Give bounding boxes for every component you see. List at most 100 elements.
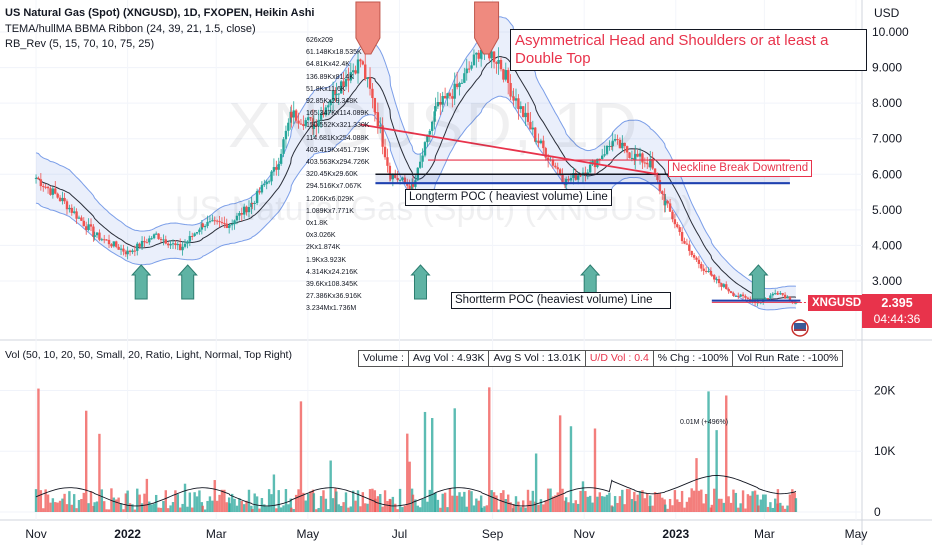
- volume-bar: [272, 474, 276, 512]
- headline-annotation[interactable]: Asymmetrical Head and Shoulders or at le…: [510, 29, 867, 71]
- volume-bar: [788, 494, 792, 512]
- candle-body: [65, 201, 69, 210]
- volume-bar: [223, 489, 226, 512]
- volume-bar: [793, 492, 796, 512]
- volume-bar: [87, 503, 90, 512]
- candle-body: [126, 250, 129, 255]
- volume-bar: [734, 492, 738, 512]
- volume-profile-label: 39.6Kx108.345K: [306, 281, 358, 288]
- candle-body: [671, 211, 674, 220]
- indicator-rbrev-label[interactable]: RB_Rev (5, 15, 70, 10, 75, 25): [5, 38, 155, 50]
- volume-bar: [492, 492, 496, 512]
- volume-profile-label: 626x209: [306, 37, 333, 44]
- candle-body: [267, 181, 271, 183]
- candle-body: [542, 140, 545, 149]
- volume-bar: [233, 498, 236, 512]
- volume-bar: [103, 501, 106, 512]
- candle-body: [504, 70, 507, 80]
- candle-body: [630, 157, 634, 159]
- volume-bar: [265, 506, 268, 512]
- volume-bar: [556, 492, 559, 512]
- candle-body: [524, 112, 527, 118]
- volume-bar: [702, 503, 705, 512]
- candle-body: [717, 278, 721, 284]
- volume-bar: [408, 461, 411, 512]
- volume-bar: [39, 490, 43, 512]
- candle-body: [98, 232, 101, 240]
- volume-profile-label: 51.8Kx11.6K: [306, 85, 346, 93]
- bollinger-upper-line: [35, 16, 796, 290]
- volume-bar: [228, 503, 231, 512]
- candle-body: [389, 174, 392, 180]
- candle-body: [600, 155, 604, 159]
- candle-body: [641, 153, 644, 163]
- volume-indicator-title[interactable]: Vol (50, 10, 20, 50, Small, 20, Ratio, L…: [5, 349, 292, 361]
- candle-body: [306, 117, 310, 121]
- longterm-poc-annotation[interactable]: Longterm POC ( heaviest volume) Line: [405, 189, 612, 206]
- candle-body: [42, 186, 45, 188]
- candle-body: [188, 236, 192, 242]
- indicator-ribbon-label[interactable]: TEMA/hullMA BBMA Ribbon (24, 39, 21, 1.5…: [5, 23, 256, 35]
- volume-bar: [159, 507, 163, 512]
- volume-bar: [441, 493, 444, 512]
- candle-body: [311, 118, 315, 129]
- shortterm-poc-annotation[interactable]: Shortterm POC (heaviest volume) Line: [451, 292, 671, 309]
- candle-body: [497, 60, 500, 64]
- symbol-price-badge: XNGUSD: [808, 295, 866, 311]
- volume-bar: [150, 504, 153, 512]
- candle-body: [472, 54, 476, 66]
- candle-body: [781, 293, 784, 295]
- candle-body: [646, 162, 649, 165]
- candle-body: [458, 83, 461, 88]
- candle-body: [685, 243, 689, 245]
- candle-body: [506, 70, 510, 83]
- candle-body: [87, 224, 90, 230]
- volume-bar: [423, 411, 427, 512]
- candle-body: [342, 81, 345, 87]
- volume-bar: [519, 507, 523, 512]
- candle-body: [299, 123, 303, 125]
- volume-bar: [638, 490, 642, 512]
- volume-bar: [242, 504, 246, 512]
- volume-bar: [183, 483, 187, 512]
- candle-body: [304, 120, 307, 127]
- candle-body: [131, 250, 134, 253]
- volume-bar: [191, 507, 194, 512]
- volume-bar: [398, 488, 402, 512]
- volume-bar: [544, 500, 547, 512]
- volume-bar: [270, 494, 273, 512]
- candle-body: [233, 220, 236, 225]
- volume-bar: [436, 499, 440, 512]
- candle-body: [324, 107, 328, 116]
- volume-bar: [586, 496, 589, 512]
- candle-body: [203, 225, 207, 228]
- candle-body: [394, 174, 397, 178]
- price-tick-label: 9.000: [872, 61, 902, 75]
- candle-body: [616, 139, 619, 141]
- candle-body: [117, 246, 120, 250]
- neckline-annotation[interactable]: Neckline Break Downtrend: [668, 160, 813, 177]
- volume-tick-label: 10K: [874, 444, 895, 458]
- volume-bar: [673, 490, 677, 512]
- volume-bar: [379, 494, 382, 512]
- candle-body: [618, 139, 622, 149]
- volume-bar: [458, 492, 461, 512]
- candle-body: [206, 221, 209, 226]
- candle-body: [697, 259, 701, 264]
- volume-bar: [603, 496, 606, 512]
- candle-body: [334, 90, 337, 96]
- candle-body: [786, 296, 789, 299]
- symbol-title[interactable]: US Natural Gas (Spot) (XNGUSD), 1D, FXOP…: [5, 7, 315, 19]
- volume-bar: [68, 491, 71, 512]
- volume-bar: [572, 503, 575, 512]
- volume-bar: [329, 460, 332, 512]
- volume-bar: [561, 488, 564, 512]
- candle-body: [386, 157, 389, 166]
- volume-bar: [361, 492, 365, 512]
- volume-bar: [366, 503, 369, 512]
- candle-body: [651, 158, 654, 169]
- volume-bar: [671, 505, 674, 512]
- volume-profile-label: 320.45Kx29.60K: [306, 171, 358, 179]
- volume-tick-label: 20K: [874, 383, 895, 397]
- candle-body: [349, 72, 353, 81]
